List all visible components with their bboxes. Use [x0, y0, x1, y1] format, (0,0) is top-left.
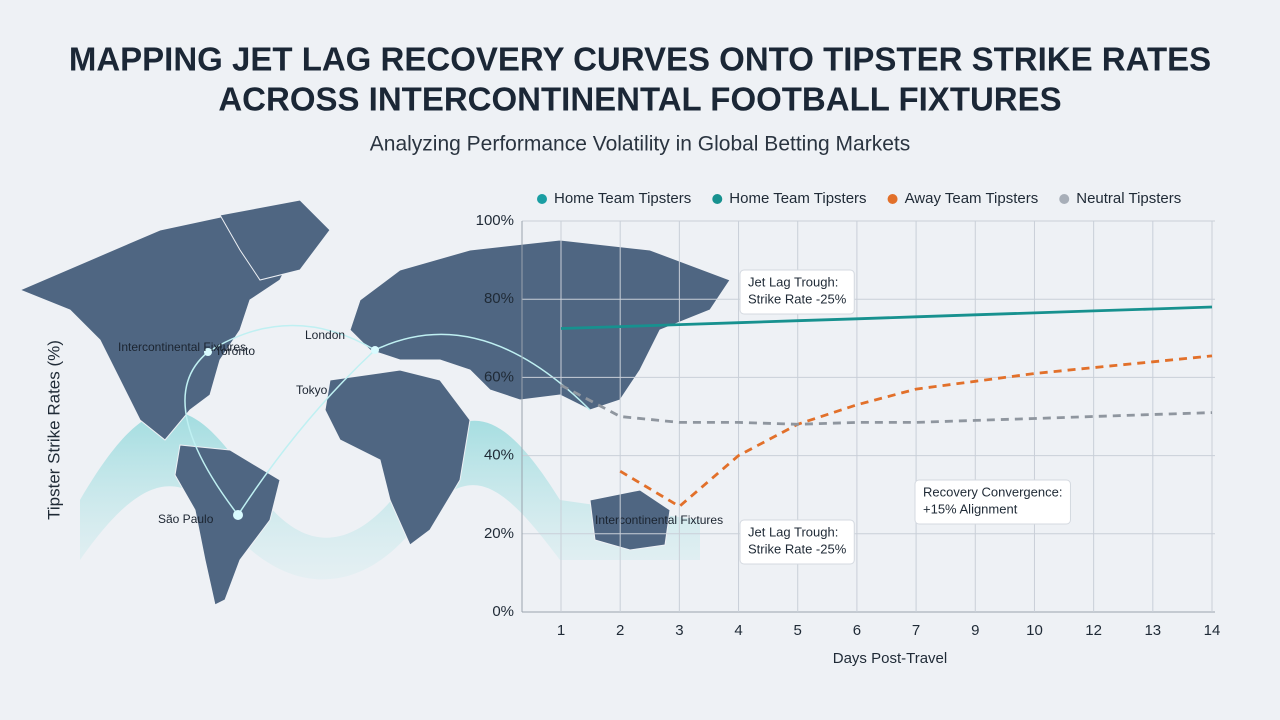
y-tick-label: 0% [492, 603, 514, 620]
map-label: São Paulo [158, 512, 214, 526]
y-tick-label: 20% [484, 525, 514, 542]
chart-title: MAPPING JET LAG RECOVERY CURVES ONTO TIP… [69, 41, 1211, 78]
y-tick-label: 80% [484, 290, 514, 307]
annotation-text: Strike Rate -25% [748, 541, 847, 556]
flight-arc [184, 324, 591, 516]
y-tick-label: 40% [484, 447, 514, 464]
map-label: Toronto [215, 344, 255, 358]
x-tick-label: 10 [1026, 622, 1043, 639]
city-dot [371, 346, 379, 354]
series-line [619, 354, 1213, 508]
legend-label: Home Team Tipsters [729, 190, 866, 207]
annotation-text: Jet Lag Trough: [748, 274, 838, 289]
annotation-box [739, 519, 855, 565]
city-dot [204, 348, 212, 356]
y-tick-label: 60% [484, 368, 514, 385]
north-america [18, 214, 301, 441]
legend-label: Away Team Tipsters [905, 190, 1039, 207]
x-tick-label: 9 [971, 622, 979, 639]
city-dot [233, 510, 243, 520]
y-axis-title: Tipster Strike Rates (%) [44, 340, 63, 520]
map-label: Intercontinental Fixtures [118, 340, 246, 354]
series-line [560, 305, 1213, 330]
map-label: Tokyo [296, 383, 328, 397]
europe-asia [349, 239, 731, 411]
annotation-text: Recovery Convergence: [923, 484, 1062, 499]
map-label: Intercontinental Fixtures [595, 513, 723, 527]
map-label: London [305, 328, 345, 342]
x-tick-label: 1 [557, 622, 565, 639]
annotation-text: Jet Lag Trough: [748, 524, 838, 539]
x-tick-label: 3 [675, 622, 683, 639]
x-tick-label: 4 [734, 622, 742, 639]
x-tick-label: 14 [1204, 622, 1221, 639]
legend-marker [887, 194, 898, 204]
annotation-box [914, 479, 1071, 525]
greenland [219, 199, 331, 281]
x-axis-title: Days Post-Travel [833, 650, 947, 667]
subtitle: Analyzing Performance Volatility in Glob… [370, 133, 910, 156]
africa [324, 369, 471, 546]
x-tick-label: 13 [1144, 622, 1161, 639]
legend-marker [712, 194, 723, 204]
wave-band [80, 411, 700, 580]
annotation-text: Strike Rate -25% [748, 291, 847, 306]
x-tick-label: 7 [912, 622, 920, 639]
legend-marker [1059, 194, 1070, 204]
x-tick-label: 12 [1085, 622, 1102, 639]
annotation-text: +15% Alignment [923, 501, 1018, 516]
south-america [174, 444, 281, 606]
x-tick-label: 5 [794, 622, 802, 639]
y-tick-label: 100% [476, 212, 514, 229]
legend-label: Neutral Tipsters [1076, 190, 1181, 207]
map: Intercontinental Fixtures London Tokyo S… [18, 199, 731, 606]
legend-label: Home Team Tipsters [554, 190, 691, 207]
series-line [560, 383, 1213, 426]
annotation-box [739, 269, 855, 315]
x-tick-label: 2 [616, 622, 624, 639]
chart-title: ACROSS INTERCONTINENTAL FOOTBALL FIXTURE… [218, 81, 1061, 118]
australia [589, 489, 671, 551]
x-tick-label: 6 [853, 622, 861, 639]
legend-marker [537, 194, 547, 204]
